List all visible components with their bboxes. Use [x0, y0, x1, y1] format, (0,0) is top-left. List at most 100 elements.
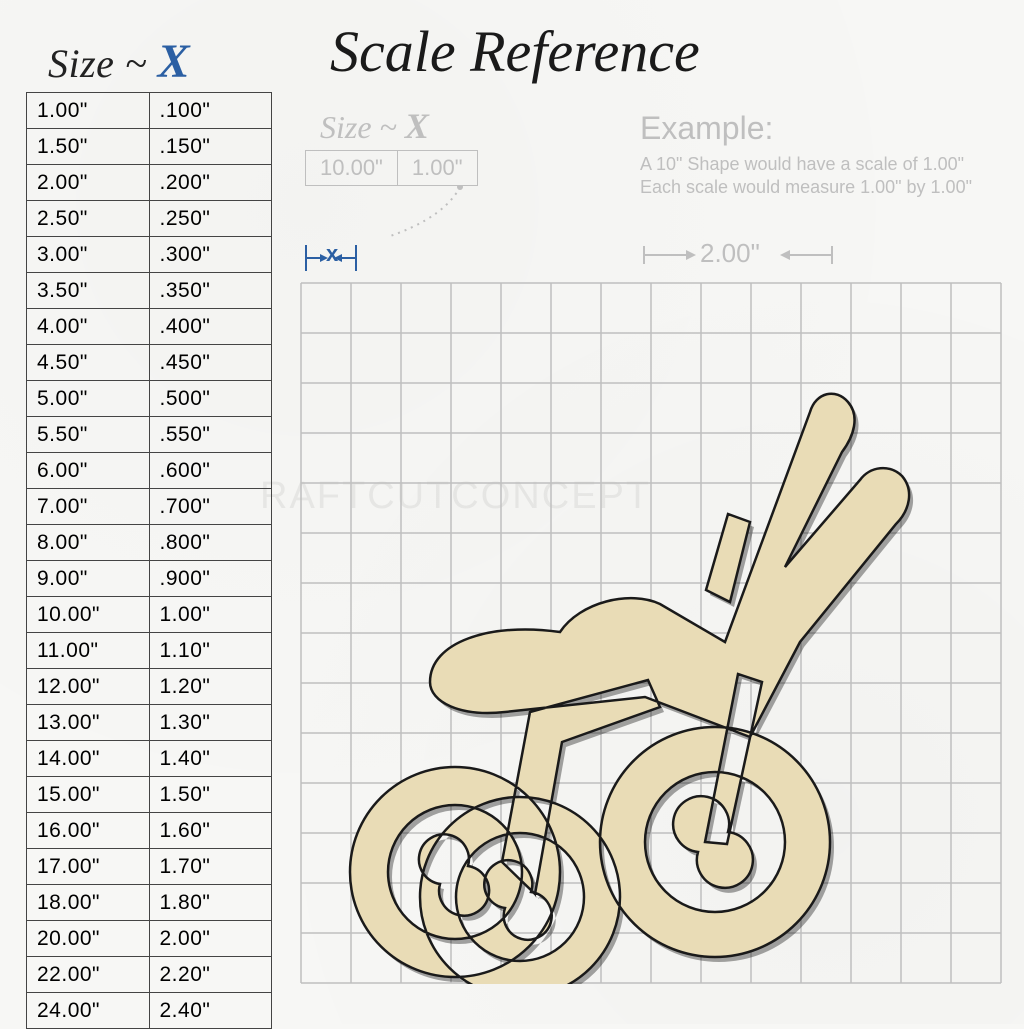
sub-size-x: X: [405, 106, 429, 146]
table-row: 12.00"1.20": [27, 669, 272, 705]
size-prefix: Size: [48, 41, 114, 86]
size-cell: 6.00": [27, 453, 150, 489]
table-row: 6.00".600": [27, 453, 272, 489]
size-cell: 15.00": [27, 777, 150, 813]
table-row: 3.00".300": [27, 237, 272, 273]
example-heading: Example:: [640, 110, 1010, 147]
scale-cell: 1.40": [149, 741, 272, 777]
table-row: 24.00"2.40": [27, 993, 272, 1029]
size-cell: 1.50": [27, 129, 150, 165]
mini-table: 10.00" 1.00": [305, 150, 478, 186]
size-cell: 17.00": [27, 849, 150, 885]
scale-cell: 1.70": [149, 849, 272, 885]
table-row: 22.00"2.20": [27, 957, 272, 993]
scale-cell: 2.00": [149, 921, 272, 957]
size-cell: 13.00": [27, 705, 150, 741]
scale-cell: .150": [149, 129, 272, 165]
size-sep: ~: [125, 41, 147, 86]
grid-area: [300, 282, 1002, 984]
scale-cell: 1.60": [149, 813, 272, 849]
size-cell: 5.00": [27, 381, 150, 417]
scale-table-wrap: 1.00".100"1.50".150"2.00".200"2.50".250"…: [26, 92, 272, 1029]
table-row: 4.50".450": [27, 345, 272, 381]
two-inch-label: 2.00": [700, 238, 760, 268]
scale-cell: 1.10": [149, 633, 272, 669]
table-row: 14.00"1.40": [27, 741, 272, 777]
size-cell: 5.50": [27, 417, 150, 453]
table-row: 16.00"1.60": [27, 813, 272, 849]
scale-cell: 2.40": [149, 993, 272, 1029]
table-row: 2.50".250": [27, 201, 272, 237]
example-block: Example: A 10" Shape would have a scale …: [640, 110, 1010, 200]
size-cell: 3.00": [27, 237, 150, 273]
scale-cell: .500": [149, 381, 272, 417]
size-cell: 9.00": [27, 561, 150, 597]
sub-size-label: Size ~ X: [320, 105, 429, 147]
page: Size ~ X Scale Reference Size ~ X 10.00"…: [0, 0, 1024, 1024]
scale-cell: 1.80": [149, 885, 272, 921]
scale-cell: .900": [149, 561, 272, 597]
scale-cell: .800": [149, 525, 272, 561]
table-row: 20.00"2.00": [27, 921, 272, 957]
table-row: 5.00".500": [27, 381, 272, 417]
scale-cell: 1.20": [149, 669, 272, 705]
example-line-2: Each scale would measure 1.00" by 1.00": [640, 176, 1010, 199]
table-row: 13.00"1.30": [27, 705, 272, 741]
size-cell: 3.50": [27, 273, 150, 309]
table-row: 2.00".200": [27, 165, 272, 201]
size-x-letter: X: [158, 35, 191, 88]
size-cell: 2.50": [27, 201, 150, 237]
scale-cell: .700": [149, 489, 272, 525]
scale-cell: .100": [149, 93, 272, 129]
table-row: 5.50".550": [27, 417, 272, 453]
scale-cell: .350": [149, 273, 272, 309]
table-row: 15.00"1.50": [27, 777, 272, 813]
scale-table: 1.00".100"1.50".150"2.00".200"2.50".250"…: [26, 92, 272, 1029]
x-dimension-marker: x: [300, 235, 430, 275]
size-cell: 12.00": [27, 669, 150, 705]
scale-cell: .450": [149, 345, 272, 381]
size-cell: 14.00": [27, 741, 150, 777]
main-title: Scale Reference: [330, 18, 700, 85]
table-row: 1.50".150": [27, 129, 272, 165]
table-row: 8.00".800": [27, 525, 272, 561]
table-row: 4.00".400": [27, 309, 272, 345]
size-cell: 10.00": [27, 597, 150, 633]
scale-cell: .200": [149, 165, 272, 201]
table-row: 9.00".900": [27, 561, 272, 597]
scale-cell: .600": [149, 453, 272, 489]
mini-cell-scale: 1.00": [397, 151, 477, 186]
table-row: 11.00"1.10": [27, 633, 272, 669]
scale-cell: .400": [149, 309, 272, 345]
x-marker-label: x: [326, 241, 338, 267]
size-cell: 7.00": [27, 489, 150, 525]
size-cell: 24.00": [27, 993, 150, 1029]
example-line-1: A 10" Shape would have a scale of 1.00": [640, 153, 1010, 176]
size-cell: 11.00": [27, 633, 150, 669]
table-row: 1.00".100": [27, 93, 272, 129]
size-cell: 16.00": [27, 813, 150, 849]
size-cell: 4.00": [27, 309, 150, 345]
scale-cell: 1.50": [149, 777, 272, 813]
table-row: 3.50".350": [27, 273, 272, 309]
size-x-label: Size ~ X: [48, 34, 190, 89]
size-cell: 18.00": [27, 885, 150, 921]
scale-cell: 2.20": [149, 957, 272, 993]
table-row: 18.00"1.80": [27, 885, 272, 921]
grid-svg: [300, 282, 1002, 984]
size-cell: 1.00": [27, 93, 150, 129]
size-cell: 8.00": [27, 525, 150, 561]
scale-cell: .250": [149, 201, 272, 237]
scale-cell: 1.30": [149, 705, 272, 741]
size-cell: 20.00": [27, 921, 150, 957]
table-row: 17.00"1.70": [27, 849, 272, 885]
table-row: 10.00"1.00": [27, 597, 272, 633]
sub-size-text: Size ~: [320, 109, 397, 145]
two-inch-marker: 2.00": [700, 238, 760, 269]
table-row: 7.00".700": [27, 489, 272, 525]
scale-cell: .300": [149, 237, 272, 273]
size-cell: 2.00": [27, 165, 150, 201]
scale-cell: .550": [149, 417, 272, 453]
mini-cell-size: 10.00": [306, 151, 398, 186]
scale-cell: 1.00": [149, 597, 272, 633]
